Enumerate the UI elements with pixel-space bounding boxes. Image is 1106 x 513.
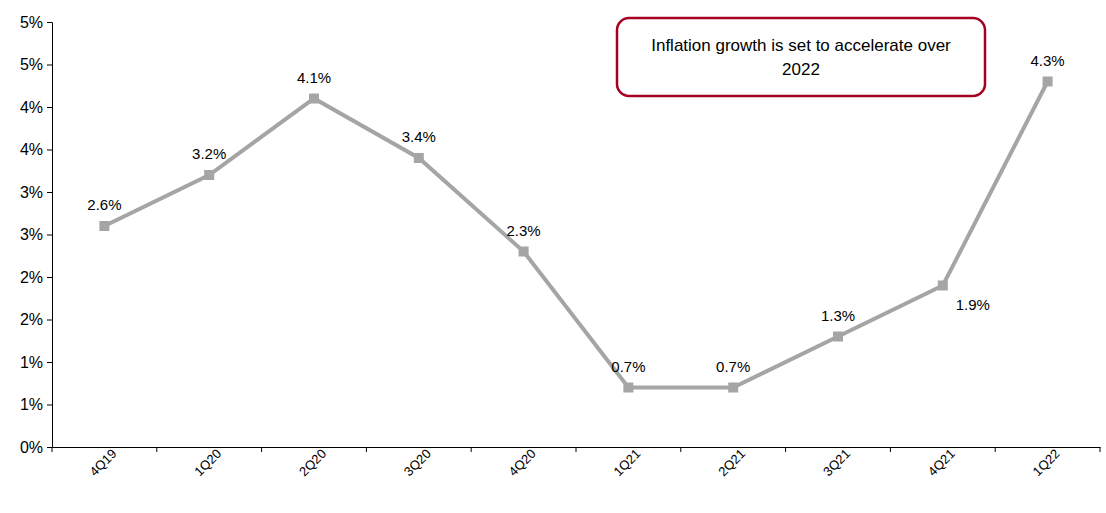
- y-tick-mark: [47, 320, 52, 321]
- y-tick-mark: [47, 277, 52, 278]
- annotation-box: [617, 18, 985, 96]
- x-tick: 4Q19: [86, 446, 119, 479]
- y-tick-label: 2%: [20, 269, 43, 286]
- line: [104, 82, 1047, 388]
- x-band-ticks: [52, 447, 1100, 452]
- data-label: 1.3%: [821, 307, 855, 324]
- y-tick: 1%: [20, 396, 52, 413]
- x-band-tick: [890, 447, 891, 452]
- x-tick: 2Q21: [715, 446, 748, 479]
- x-band-tick: [680, 447, 681, 452]
- x-tick-label: 4Q20: [506, 446, 539, 479]
- marker: [1043, 77, 1053, 87]
- y-tick-label: 4%: [20, 141, 43, 158]
- x-band-tick: [1100, 447, 1101, 452]
- x-tick: 3Q21: [820, 446, 853, 479]
- annotation-line: 2022: [782, 60, 820, 79]
- x-tick: 1Q20: [191, 446, 224, 479]
- y-tick-mark: [47, 150, 52, 151]
- y-tick-mark: [47, 22, 52, 23]
- y-tick-mark: [47, 107, 52, 108]
- annotation: Inflation growth is set to accelerate ov…: [617, 18, 985, 96]
- x-band-tick: [995, 447, 996, 452]
- data-label: 3.2%: [192, 145, 226, 162]
- x-band-tick: [576, 447, 577, 452]
- series: [99, 77, 1052, 393]
- x-tick-label: 2Q21: [715, 446, 748, 479]
- data-label: 2.3%: [506, 222, 540, 239]
- data-labels: 2.6% 3.2% 4.1% 3.4% 2.3% 0.7% 0.7% 1.3% 1.9% 4.3%: [87, 52, 1064, 375]
- marker: [833, 332, 843, 342]
- y-tick-label: 5%: [20, 14, 43, 31]
- x-band-tick: [366, 447, 367, 452]
- x-tick-label: 4Q19: [86, 446, 119, 479]
- y-tick: 0%: [20, 439, 52, 456]
- y-tick: 4%: [20, 141, 52, 158]
- y-axis: 0% 1% 1% 2% 2% 3% 3% 4% 4% 5% 5%: [20, 14, 53, 456]
- y-axis-line: [47, 23, 53, 448]
- y-tick-mark: [47, 405, 52, 406]
- x-tick-label: 2Q20: [296, 446, 329, 479]
- y-tick-label: 3%: [20, 184, 43, 201]
- y-tick: 4%: [20, 99, 52, 116]
- chart: 0%1%1%2%2%3%3%4%4%5%5%4Q191Q202Q203Q204Q…: [0, 0, 1106, 513]
- x-band-tick: [261, 447, 262, 452]
- data-label: 3.4%: [402, 128, 436, 145]
- x-tick-label: 1Q22: [1030, 446, 1063, 479]
- data-label: 0.7%: [716, 358, 750, 375]
- y-tick-mark: [47, 192, 52, 193]
- y-tick-mark: [47, 65, 52, 66]
- x-tick-label: 3Q21: [820, 446, 853, 479]
- marker: [519, 247, 529, 257]
- marker: [99, 221, 109, 231]
- data-label: 4.3%: [1030, 52, 1064, 69]
- y-tick: 2%: [20, 311, 52, 328]
- y-tick-mark: [47, 235, 52, 236]
- annotation-line: Inflation growth is set to accelerate ov…: [651, 36, 951, 55]
- x-tick: 1Q22: [1030, 446, 1063, 479]
- x-band-tick: [785, 447, 786, 452]
- data-label: 2.6%: [87, 196, 121, 213]
- y-tick-label: 2%: [20, 311, 43, 328]
- x-tick: 2Q20: [296, 446, 329, 479]
- x-tick-label: 4Q21: [925, 446, 958, 479]
- x-band-tick: [471, 447, 472, 452]
- y-tick-label: 3%: [20, 226, 43, 243]
- x-tick-label: 1Q21: [610, 446, 643, 479]
- y-tick: 3%: [20, 184, 52, 201]
- x-band-tick: [156, 447, 157, 452]
- x-tick-label: 3Q20: [401, 446, 434, 479]
- y-tick: 5%: [20, 56, 52, 73]
- plot: 0%1%1%2%2%3%3%4%4%5%5%4Q191Q202Q203Q204Q…: [20, 14, 1101, 479]
- y-tick: 2%: [20, 269, 52, 286]
- y-tick: 3%: [20, 226, 52, 243]
- x-tick: 3Q20: [401, 446, 434, 479]
- marker: [309, 94, 319, 104]
- y-tick-label: 0%: [20, 439, 43, 456]
- y-tick-mark: [47, 447, 52, 448]
- x-tick: 1Q21: [610, 446, 643, 479]
- marker: [623, 383, 633, 393]
- x-band-tick: [52, 447, 53, 452]
- y-tick: 1%: [20, 354, 52, 371]
- annotation-text: Inflation growth is set to accelerate ov…: [651, 36, 951, 79]
- marker: [204, 170, 214, 180]
- x-tick: 4Q20: [506, 446, 539, 479]
- y-tick-label: 4%: [20, 99, 43, 116]
- y-tick-label: 5%: [20, 56, 43, 73]
- y-tick-mark: [47, 362, 52, 363]
- x-tick-label: 1Q20: [191, 446, 224, 479]
- marker: [938, 281, 948, 291]
- x-tick: 4Q21: [925, 446, 958, 479]
- y-tick-label: 1%: [20, 396, 43, 413]
- data-label: 0.7%: [611, 358, 645, 375]
- y-tick-label: 1%: [20, 354, 43, 371]
- data-label: 1.9%: [956, 296, 990, 313]
- marker: [414, 153, 424, 163]
- marker: [728, 383, 738, 393]
- y-tick: 5%: [20, 14, 52, 31]
- data-label: 4.1%: [297, 69, 331, 86]
- x-axis: 4Q19 1Q20 2Q20 3Q20 4Q20 1Q21 2Q21 3Q21 4Q21 1Q22: [53, 446, 1101, 479]
